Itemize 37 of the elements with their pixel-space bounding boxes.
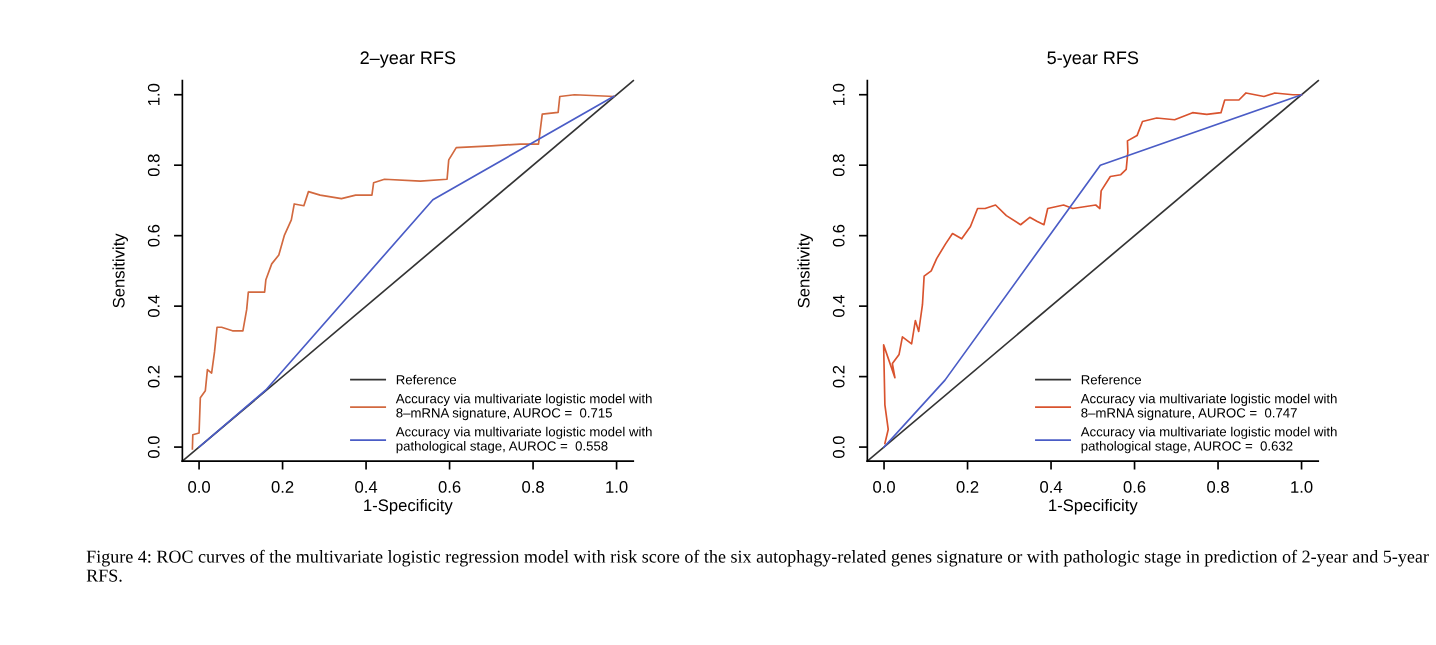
legend-label: Reference	[396, 374, 457, 385]
x-tick-label: 0.6	[438, 481, 461, 493]
x-tick-label: 0.4	[1040, 481, 1063, 493]
chart-title: 2–year RFS	[360, 51, 456, 68]
x-tick-label: 0.4	[355, 481, 378, 493]
x-tick-label: 0.2	[956, 481, 979, 493]
x-tick-label: 0.0	[873, 481, 895, 493]
legend-label: Accuracy via multivariate logistic model with 8–mRNA signature, AUROC = 0.715	[395, 393, 652, 421]
y-tick-label: 1.0	[832, 83, 845, 106]
y-tick-label: 0.6	[147, 224, 160, 247]
legend-label: Reference	[1081, 374, 1142, 385]
y-tick-label: 0.8	[147, 154, 160, 177]
x-tick-label: 1.0	[606, 481, 628, 493]
y-tick-label: 0.8	[832, 154, 845, 177]
y-tick-label: 0.4	[147, 295, 160, 318]
y-tick-label: 0.4	[832, 295, 845, 318]
legend-label: Accuracy via multivariate logistic model with pathological stage, AUROC = 0.558	[395, 426, 652, 454]
x-tick-label: 0.8	[1207, 481, 1229, 493]
legend-label: Accuracy via multivariate logistic model with 8–mRNA signature, AUROC = 0.747	[1080, 393, 1337, 421]
legend-label: Accuracy via multivariate logistic model with pathological stage, AUROC = 0.632	[1080, 426, 1337, 454]
y-tick-label: 0.0	[832, 436, 845, 459]
caption: Figure 4: ROC curves of the multivariate logistic regression model with risk score of the six autophagy-related genes signature or with pathologic stage in prediction of 2-year and 5-year RFS.	[86, 549, 1429, 582]
y-tick-label: 1.0	[147, 83, 160, 106]
x-tick-label: 0.8	[522, 481, 544, 493]
x-axis-title: 1-Specificity	[364, 498, 453, 515]
x-axis-title: 1-Specificity	[1049, 498, 1138, 515]
chart-title: 5-year RFS	[1047, 51, 1139, 68]
y-axis-title: Sensitivity	[797, 233, 813, 308]
x-tick-label: 0.2	[271, 481, 294, 493]
y-tick-label: 0.0	[147, 436, 160, 459]
y-axis-title: Sensitivity	[112, 233, 128, 308]
y-tick-label: 0.2	[147, 365, 160, 388]
y-tick-label: 0.2	[832, 365, 845, 388]
x-tick-label: 0.6	[1123, 481, 1146, 493]
x-tick-label: 0.0	[188, 481, 211, 493]
y-tick-label: 0.6	[832, 224, 845, 247]
x-tick-label: 1.0	[1291, 481, 1313, 493]
